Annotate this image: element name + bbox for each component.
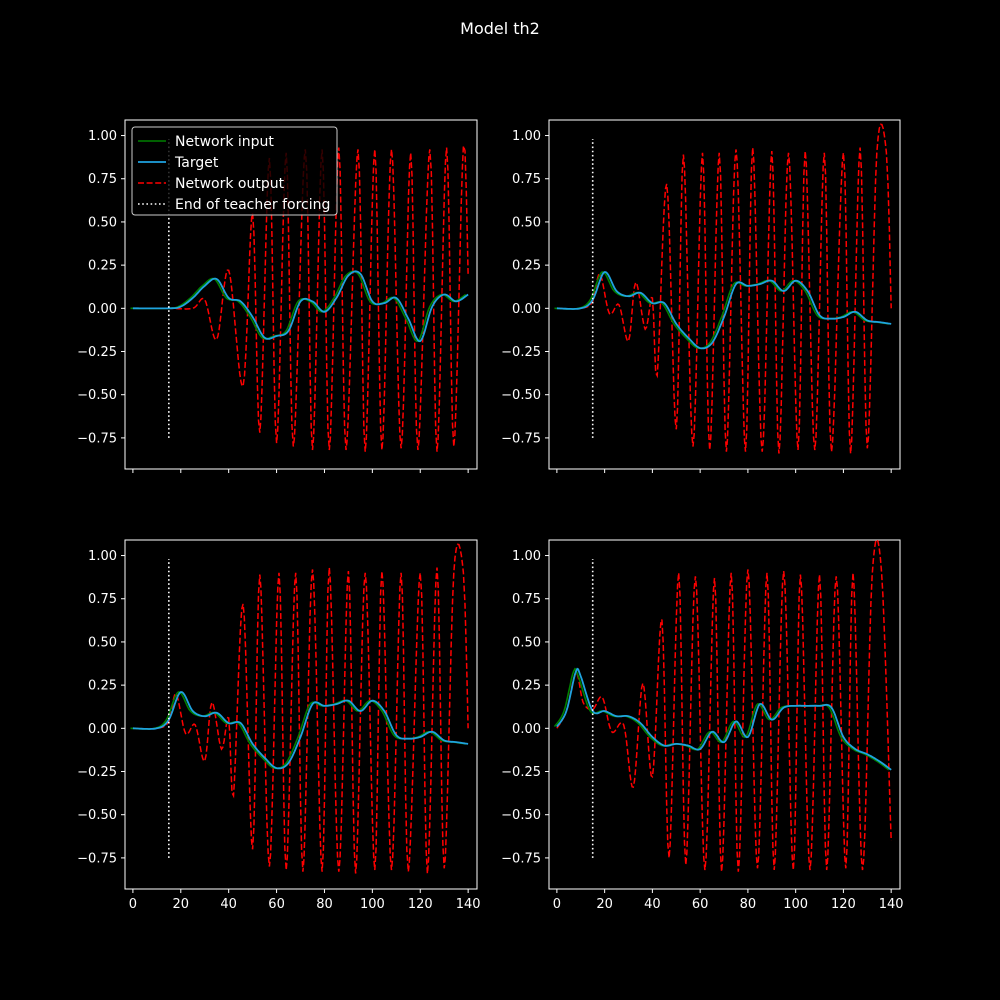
x-tick-label: 140	[456, 897, 481, 912]
y-tick-label: −0.50	[77, 388, 117, 403]
subplot-bottom-right: −0.75 −0.50 −0.25 0.00 0.25 0.50 0.75 1.00 0 20 40…	[501, 539, 904, 912]
axes-frame	[548, 539, 901, 890]
y-tick-label: 0.25	[88, 259, 117, 274]
target-line	[556, 667, 892, 771]
x-tick-label: 100	[783, 897, 808, 912]
legend: Network input Target Network output End of …	[131, 126, 338, 216]
network-output-line	[132, 145, 469, 452]
y-tick-label: 0.75	[88, 592, 117, 607]
legend-label: Target	[174, 155, 219, 171]
y-tick-label: −0.50	[77, 808, 117, 823]
network-input-line	[553, 667, 890, 771]
x-tick-label: 80	[740, 897, 757, 912]
plot-area	[130, 145, 469, 452]
y-tick-label: 0.25	[512, 679, 541, 694]
y-tick-label: −0.50	[501, 808, 541, 823]
x-tick-label: 60	[692, 897, 709, 912]
y-tick-label: 1.00	[512, 129, 541, 144]
x-tick-label: 120	[831, 897, 856, 912]
y-tick-label: 0.50	[88, 215, 117, 230]
axes-frame	[124, 119, 478, 470]
network-output-line	[556, 540, 892, 872]
y-tick-label: 1.00	[88, 129, 117, 144]
y-tick-label: 0.00	[88, 302, 117, 317]
y-tick-label: −0.75	[77, 431, 117, 446]
y-tick-label: −0.25	[77, 345, 117, 360]
subplot-bottom-left: −0.75 −0.50 −0.25 0.00 0.25 0.50 0.75 1.00 0 20 40…	[77, 539, 481, 912]
y-tick-label: −0.50	[501, 388, 541, 403]
plot-area	[553, 540, 892, 872]
x-tick-label: 80	[316, 897, 333, 912]
target-line	[132, 691, 469, 770]
y-tick-label: −0.75	[77, 851, 117, 866]
y-tick-label: −0.25	[501, 765, 541, 780]
x-tick-label: 40	[220, 897, 237, 912]
x-tick-label: 60	[268, 897, 285, 912]
y-tick-label: 0.50	[512, 635, 541, 650]
y-tick-label: 0.50	[88, 635, 117, 650]
x-tick-label: 20	[173, 897, 190, 912]
y-tick-label: −0.25	[77, 765, 117, 780]
legend-box	[131, 126, 338, 216]
network-output-line	[556, 123, 892, 454]
figure-title: Model th2	[460, 19, 540, 38]
y-tick-label: −0.25	[501, 345, 541, 360]
y-tick-label: 0.00	[512, 302, 541, 317]
axes-frame	[124, 539, 478, 890]
y-tick-label: 0.25	[512, 259, 541, 274]
x-tick-label: 0	[553, 897, 561, 912]
target-line	[132, 270, 469, 343]
network-output-line	[132, 543, 469, 874]
y-tick-label: 1.00	[88, 549, 117, 564]
subplots-grid: −0.75 −0.50 −0.25 0.00 0.25 0.50 0.75 1.00 Netwo…	[77, 119, 904, 912]
axes-frame	[548, 119, 901, 470]
x-tick-label: 120	[408, 897, 433, 912]
network-input-line	[130, 270, 467, 343]
x-tick-label: 0	[129, 897, 137, 912]
y-tick-label: 0.50	[512, 215, 541, 230]
x-tick-label: 100	[360, 897, 385, 912]
legend-label: Network output	[175, 176, 285, 192]
y-tick-label: 0.00	[512, 722, 541, 737]
y-tick-label: 0.25	[88, 679, 117, 694]
plot-area	[554, 123, 892, 454]
x-tick-label: 140	[879, 897, 904, 912]
x-tick-label: 40	[644, 897, 661, 912]
y-tick-label: 0.75	[88, 172, 117, 187]
plot-area	[130, 543, 469, 874]
y-tick-label: −0.75	[501, 431, 541, 446]
target-line	[556, 271, 892, 350]
y-tick-label: −0.75	[501, 851, 541, 866]
y-tick-label: 0.00	[88, 722, 117, 737]
legend-label: End of teacher forcing	[175, 197, 330, 213]
legend-label: Network input	[175, 134, 274, 150]
y-tick-label: 0.75	[512, 592, 541, 607]
x-tick-label: 20	[596, 897, 613, 912]
subplot-top-right: −0.75 −0.50 −0.25 0.00 0.25 0.50 0.75 1.00	[501, 119, 901, 473]
y-tick-label: 1.00	[512, 549, 541, 564]
subplot-top-left: −0.75 −0.50 −0.25 0.00 0.25 0.50 0.75 1.00 Netwo…	[77, 119, 478, 473]
y-tick-label: 0.75	[512, 172, 541, 187]
